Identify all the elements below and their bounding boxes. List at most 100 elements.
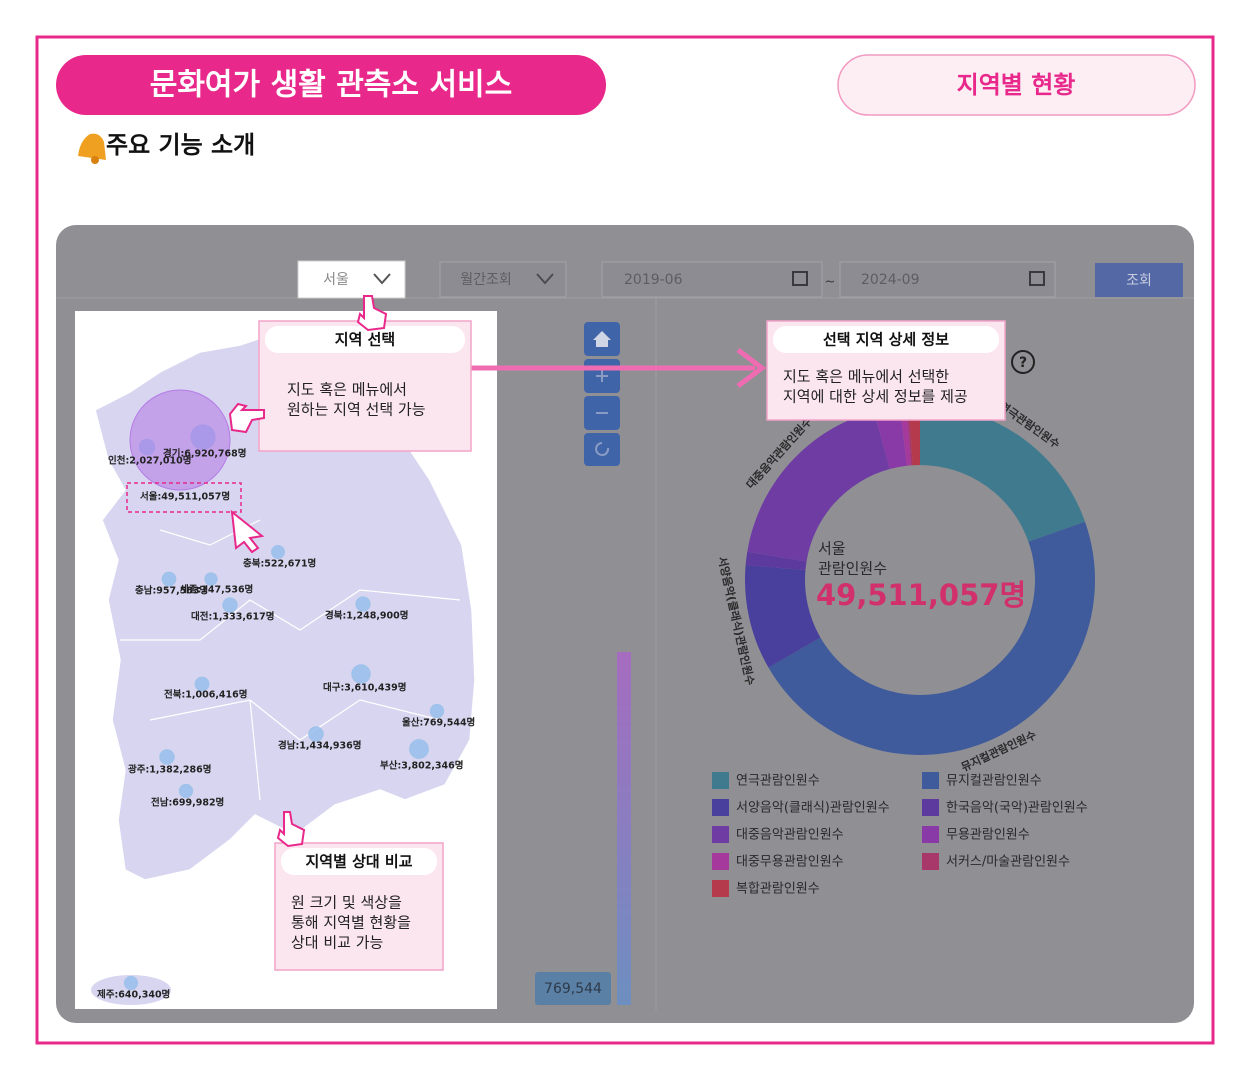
calendar-icon (1029, 271, 1045, 286)
region-bubble[interactable] (429, 703, 445, 719)
callout-header (265, 326, 465, 353)
map-toolbar (584, 322, 620, 466)
region-label: 경남:1,434,936명 (278, 740, 362, 752)
section-title: 주요 기능 소개 (106, 131, 255, 159)
callout-text: 원 크기 및 색상을 (291, 894, 402, 912)
reset-button[interactable] (584, 433, 620, 466)
legend-label: 무용관람인원수 (946, 828, 1030, 843)
region-label: 부산:3,802,346명 (380, 760, 464, 772)
tooltip-value: 769,544 (544, 981, 602, 997)
region-select[interactable] (297, 260, 406, 299)
tab-label[interactable]: 지역별 현황 (957, 71, 1076, 99)
tab[interactable] (837, 54, 1196, 116)
calendar-icon (792, 271, 808, 286)
region-bubble[interactable] (161, 571, 177, 587)
period-select[interactable] (439, 261, 567, 298)
start-date-value[interactable]: 2019-06 (624, 272, 683, 288)
callout-title: 지역 선택 (335, 331, 395, 349)
donut-segment[interactable] (873, 406, 907, 470)
region-label: 전북:1,006,416명 (164, 689, 248, 701)
date-separator: ~ (825, 275, 836, 290)
region-bubble[interactable] (123, 975, 139, 991)
legend-label: 대중음악관람인원수 (736, 828, 844, 843)
region-bubble[interactable] (222, 597, 238, 613)
center-label: 서울 (818, 540, 846, 558)
hand-cursor (228, 402, 265, 434)
arrow-cursor (230, 509, 265, 554)
region-bubble[interactable] (194, 676, 210, 692)
help-mark: ? (1019, 355, 1027, 371)
region-bubble[interactable] (351, 664, 371, 684)
region-bubble[interactable] (271, 545, 285, 559)
donut-segment[interactable] (747, 411, 890, 562)
legend-label: 연극관람인원수 (736, 774, 820, 789)
legend-label: 복합관람인원수 (736, 882, 820, 897)
legend-swatch (712, 853, 729, 870)
chevron (536, 273, 554, 285)
callout-text: 지도 혹은 메뉴에서 (287, 381, 407, 399)
legend-swatch (712, 799, 729, 816)
center-value: 49,511,057명 (816, 578, 1026, 612)
donut-segment[interactable] (768, 521, 1096, 755)
center-label: 관람인원수 (818, 560, 887, 578)
pointer-cursors (228, 295, 388, 848)
donut-segment[interactable] (745, 551, 807, 571)
region-label: 충남:957,583명 (135, 585, 208, 597)
region-bubble[interactable] (308, 726, 324, 742)
callout-text: 지역에 대한 상세 정보를 제공 (783, 388, 968, 406)
region-label: 충북:522,671명 (243, 558, 316, 570)
legend-swatch (712, 826, 729, 843)
end-date[interactable] (839, 261, 1056, 298)
region-label: 서울:49,511,057명 (140, 491, 230, 503)
chevron (373, 273, 391, 285)
tooltip (535, 972, 611, 1005)
region-label: 경북:1,248,900명 (325, 610, 409, 622)
title: 문화여가 생활 관측소 서비스 (150, 68, 513, 103)
start-date[interactable] (601, 261, 823, 298)
title-pill (56, 55, 606, 115)
region-bubble[interactable] (178, 783, 194, 799)
region-label: 광주:1,382,286명 (128, 764, 212, 776)
legend-swatch (922, 799, 939, 816)
region-label: 제주:640,340명 (97, 989, 170, 1001)
region-bubble[interactable] (159, 749, 175, 765)
search-button-label[interactable]: 조회 (1126, 273, 1152, 289)
callout-title: 지역별 상대 비교 (305, 853, 412, 871)
callout-text: 상대 비교 가능 (291, 934, 384, 952)
legend-swatch (922, 853, 939, 870)
legend-label: 대중무용관람인원수 (736, 855, 844, 870)
arrow-head (736, 348, 767, 388)
end-date-value[interactable]: 2024-09 (861, 272, 920, 288)
legend-swatch (712, 880, 729, 897)
legend-swatch (922, 772, 939, 789)
donut-segment[interactable] (920, 405, 1086, 542)
search-button[interactable] (1095, 263, 1183, 297)
home-icon (593, 331, 611, 347)
region-label: 대구:3,610,439명 (323, 682, 407, 694)
region-label: 울산:769,544명 (402, 717, 475, 729)
region-label: 대전:1,333,617명 (191, 611, 275, 623)
help-icon[interactable] (1011, 350, 1035, 374)
region-value[interactable]: 서울 (323, 272, 349, 288)
bell-icon (78, 133, 106, 164)
legend-label: 뮤지컬관람인원수 (946, 774, 1042, 789)
region-bubble[interactable] (129, 389, 231, 491)
region-bubble[interactable] (355, 596, 371, 612)
selection-highlight (126, 482, 242, 513)
callout-text: 지도 혹은 메뉴에서 선택한 (783, 368, 949, 386)
period-value[interactable]: 월간조회 (460, 272, 512, 288)
legend-swatch (712, 772, 729, 789)
plus-icon (596, 370, 608, 382)
legend-swatch (922, 826, 939, 843)
region-bubble[interactable] (204, 572, 218, 586)
reset-icon (595, 442, 610, 456)
callout-header (773, 326, 999, 353)
region-bubble[interactable] (409, 739, 429, 759)
hand-cursor (356, 295, 388, 332)
region-label: 인천:2,027,010명 (108, 455, 192, 467)
donut-segment[interactable] (745, 565, 821, 668)
legend-label: 한국음악(국악)관람인원수 (946, 801, 1088, 816)
region-label: 경기:6,920,768명 (163, 448, 247, 460)
map-borders (120, 519, 461, 801)
